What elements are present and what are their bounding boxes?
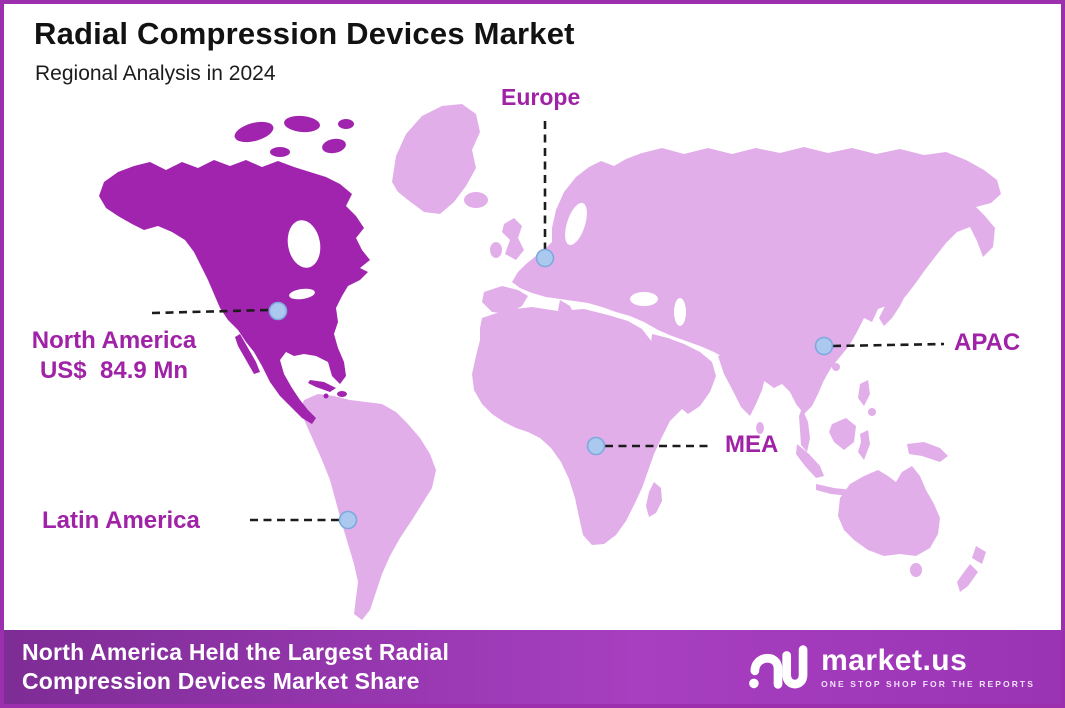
island-hispaniola [337,391,347,397]
region-iberia [482,286,528,314]
region-label-europe: Europe [501,84,581,110]
continent-africa [472,307,694,545]
footer-banner: North America Held the Largest Radial Co… [4,630,1061,704]
map-base-regions [300,104,1001,620]
marker-dot-mea [586,436,606,456]
region-label-north-america-name: North America [31,327,197,354]
arctic-island-1 [234,121,274,143]
marketus-logo-text: market.us [821,643,968,677]
island-sumatra [796,444,824,478]
map-water-overlays [287,202,686,326]
island-java [816,484,852,496]
arctic-island-4 [270,147,290,157]
island-sulawesi [858,430,870,460]
leader-line-north-america [151,308,270,315]
caspian-sea-water [674,298,686,326]
island-borneo [829,418,856,450]
footer-caption: North America Held the Largest Radial Co… [4,638,449,696]
page-subtitle: Regional Analysis in 2024 [35,62,276,85]
region-malay-peninsula [799,408,810,452]
marker-dot-latin-america [338,510,358,530]
continent-australia [838,466,940,556]
island-hainan [818,373,826,381]
page-title: Radial Compression Devices Market [34,16,575,51]
island-sri-lanka [756,422,764,434]
footer-caption-line2: Compression Devices Market Share [22,668,420,694]
arctic-island-2 [284,115,320,133]
region-label-apac: APAC [954,329,1021,356]
marker-dot-apac [814,336,834,356]
island-iceland [464,192,488,208]
region-value-north-america: US$ 84.9 Mn [39,357,189,384]
great-lakes-water [289,288,315,300]
marketus-logo-icon [749,645,808,689]
leader-line-apac [832,342,945,348]
island-new-zealand-north [972,546,986,564]
marketus-logo-tagline: ONE STOP SHOP FOR THE REPORTS [821,678,1035,689]
region-india [718,352,766,416]
leader-lines [151,121,945,522]
island-tasmania [910,563,922,577]
region-label-latin-america: Latin America [42,507,200,534]
world-map [99,104,1001,620]
marketus-logo-text-wrap: market.us ONE STOP SHOP FOR THE REPORTS [821,643,1035,689]
region-label-north-america: North America US$ 84.9 Mn [12,326,216,386]
island-mindanao [868,408,876,416]
island-ireland [490,242,502,258]
island-sakhalin [925,224,936,258]
arctic-island-3 [322,138,346,154]
island-madagascar [646,482,662,517]
marker-dot-europe [535,248,555,268]
island-hokkaido [901,275,911,285]
continent-greenland [392,104,480,214]
continent-south-america [300,394,436,620]
footer-caption-line1: North America Held the Largest Radial [22,639,450,665]
marker-dot-north-america [268,301,288,321]
island-philippines [858,380,870,406]
island-japan [879,286,906,326]
island-jamaica [323,393,329,399]
continent-eurasia [512,147,1001,414]
island-cuba [308,380,336,392]
island-new-guinea [907,442,948,462]
region-baja-california [235,334,260,374]
hudson-bay-water [287,220,321,268]
arctic-island-5 [338,119,354,129]
map-markers [268,248,834,530]
region-arabia [650,334,716,414]
region-label-mea: MEA [725,431,779,458]
island-taiwan [832,363,840,371]
black-sea-water [630,292,658,306]
marketus-logo: market.us ONE STOP SHOP FOR THE REPORTS [747,640,1061,694]
island-uk [502,218,524,260]
island-new-zealand-south [957,564,978,592]
baltic-sea-water [565,202,587,246]
